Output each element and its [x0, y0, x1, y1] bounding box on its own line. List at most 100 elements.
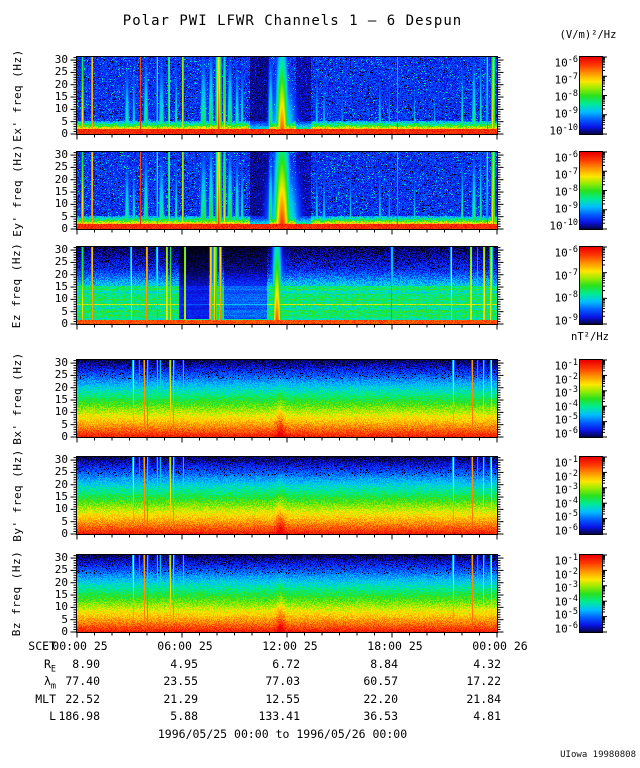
colorbar-base: 10: [554, 291, 568, 305]
colorbar-base: 10: [554, 483, 568, 497]
colorbar-base: 10: [554, 609, 568, 623]
ytick-label: 0: [61, 430, 68, 443]
ephemeris-row-label-l: L: [0, 709, 56, 723]
ytick-label: 5: [61, 612, 68, 626]
ephemeris-value: 186.98: [58, 709, 100, 723]
ytick-label: 5: [61, 209, 68, 223]
colorbar-tick-label: 10-4: [536, 495, 579, 511]
ytick-label: 15: [54, 490, 68, 504]
colorbar-exponent: -6: [567, 245, 578, 255]
spectrogram-panel-ey: [77, 152, 497, 229]
colorbar-base: 10: [554, 386, 568, 400]
ylabel-ex: Ex' freq (Hz): [2, 49, 32, 142]
colorbar-ez: [580, 247, 602, 324]
ytick-label: 10: [54, 197, 68, 211]
ephemeris-value: 17.22: [466, 674, 501, 688]
colorbar-base: 10: [554, 107, 568, 121]
colorbar-exponent: -10: [562, 218, 578, 228]
ylabel-text-ey: Ey' freq (Hz): [10, 144, 24, 237]
ytick-label: 25: [54, 65, 68, 79]
credit-label: UIowa 19980808: [560, 750, 636, 760]
colorbar-tick-label: 10-10: [536, 217, 578, 233]
colorbar-base: 10: [554, 202, 568, 216]
ylabel-text-ex: Ex' freq (Hz): [10, 49, 24, 142]
ephemeris-value: 6.72: [272, 656, 300, 671]
ephemeris-value: 60.57: [363, 674, 398, 688]
ytick-label: 5: [61, 417, 68, 431]
colorbar-tick-label: 10-1: [536, 552, 579, 568]
ephemeris-value: 36.53: [363, 709, 398, 723]
ytick-label: 0: [61, 222, 68, 235]
colorbar-base: 10: [554, 373, 568, 387]
colorbar-exponent: -6: [567, 523, 578, 533]
colorbar-tick-label: 10-6: [536, 149, 579, 165]
row-label-main: MLT: [35, 691, 56, 706]
ylabel-text-ez: Ez freq (Hz): [10, 242, 24, 329]
colorbar-exponent: -9: [567, 106, 578, 116]
scet-time-label: 12:00 25: [262, 639, 318, 653]
ytick-label: 10: [54, 502, 68, 516]
ytick-label: 25: [54, 465, 68, 479]
colorbar-exponent: -10: [562, 123, 578, 133]
ytick-label: 30: [54, 356, 68, 370]
colorbar-base: 10: [549, 124, 563, 138]
colorbar-base: 10: [554, 511, 568, 525]
colorbar-tick-label: 10-9: [536, 312, 579, 328]
colorbar-exponent: -7: [567, 72, 578, 82]
ytick-label: 25: [54, 160, 68, 174]
colorbar-tick-label: 10-4: [536, 398, 579, 414]
colorbar-exponent: -2: [567, 371, 578, 382]
ytick-label: 25: [54, 368, 68, 382]
colorbar-base: 10: [554, 470, 568, 484]
spectrogram-panel-by: [77, 457, 497, 534]
ephemeris-value: 4.81: [473, 709, 501, 723]
colorbar-exponent: -4: [567, 398, 578, 409]
spectrogram-panel-bz: [77, 555, 497, 632]
ytick-label: 20: [54, 477, 68, 491]
ephemeris-value: 77.03: [265, 674, 300, 688]
ytick-label: 20: [54, 172, 68, 186]
colorbar-base: 10: [554, 400, 568, 414]
colorbar-exponent: -1: [567, 358, 578, 368]
ytick-label: 10: [54, 405, 68, 419]
colorbar-tick-label: 10-6: [536, 425, 579, 441]
ephemeris-row-label-mlt: MLT: [0, 692, 56, 706]
ephemeris-value: 21.84: [466, 691, 501, 706]
colorbar-base: 10: [554, 524, 568, 538]
ytick-label: 20: [54, 77, 68, 91]
colorbar-exponent: -6: [567, 150, 578, 160]
colorbar-exponent: -7: [567, 167, 578, 177]
colorbar-tick-label: 10-2: [536, 371, 579, 387]
colorbar-exponent: -8: [567, 290, 578, 301]
colorbar-exponent: -5: [567, 509, 578, 520]
colorbar-exponent: -5: [567, 412, 578, 423]
ytick-label: 25: [54, 563, 68, 577]
ytick-label: 30: [54, 243, 68, 257]
ytick-label: 30: [54, 453, 68, 467]
colorbar-base: 10: [554, 359, 568, 373]
colorbar-tick-label: 10-7: [536, 166, 579, 182]
colorbar-exponent: -1: [567, 553, 578, 563]
colorbar-ex: [580, 57, 602, 134]
colorbar-tick-label: 10-3: [536, 481, 579, 497]
ytick-label: 20: [54, 575, 68, 589]
row-label-main: R: [43, 656, 51, 671]
colorbar-exponent: -3: [567, 385, 578, 396]
magnetic-units-label: nT²/Hz: [571, 331, 609, 343]
colorbar-exponent: -5: [567, 607, 578, 618]
colorbar-exponent: -8: [567, 89, 578, 99]
colorbar-tick-label: 10-2: [536, 468, 579, 484]
colorbar-tick-label: 10-7: [536, 71, 579, 87]
figure-title: Polar PWI LFWR Channels 1 — 6 Despun: [122, 13, 463, 29]
ytick-label: 10: [54, 292, 68, 306]
ephemeris-value: 8.90: [72, 656, 100, 671]
scet-time-label: 00:00 26: [472, 639, 528, 653]
colorbar-tick-label: 10-3: [536, 384, 579, 400]
colorbar-tick-label: 10-2: [536, 566, 579, 582]
scet-time-label: 18:00 25: [367, 639, 423, 653]
colorbar-tick-label: 10-6: [536, 522, 579, 538]
ytick-label: 0: [61, 127, 68, 140]
colorbar-exponent: -8: [567, 184, 578, 194]
colorbar-tick-label: 10-8: [536, 183, 579, 199]
colorbar-exponent: -2: [567, 468, 578, 479]
